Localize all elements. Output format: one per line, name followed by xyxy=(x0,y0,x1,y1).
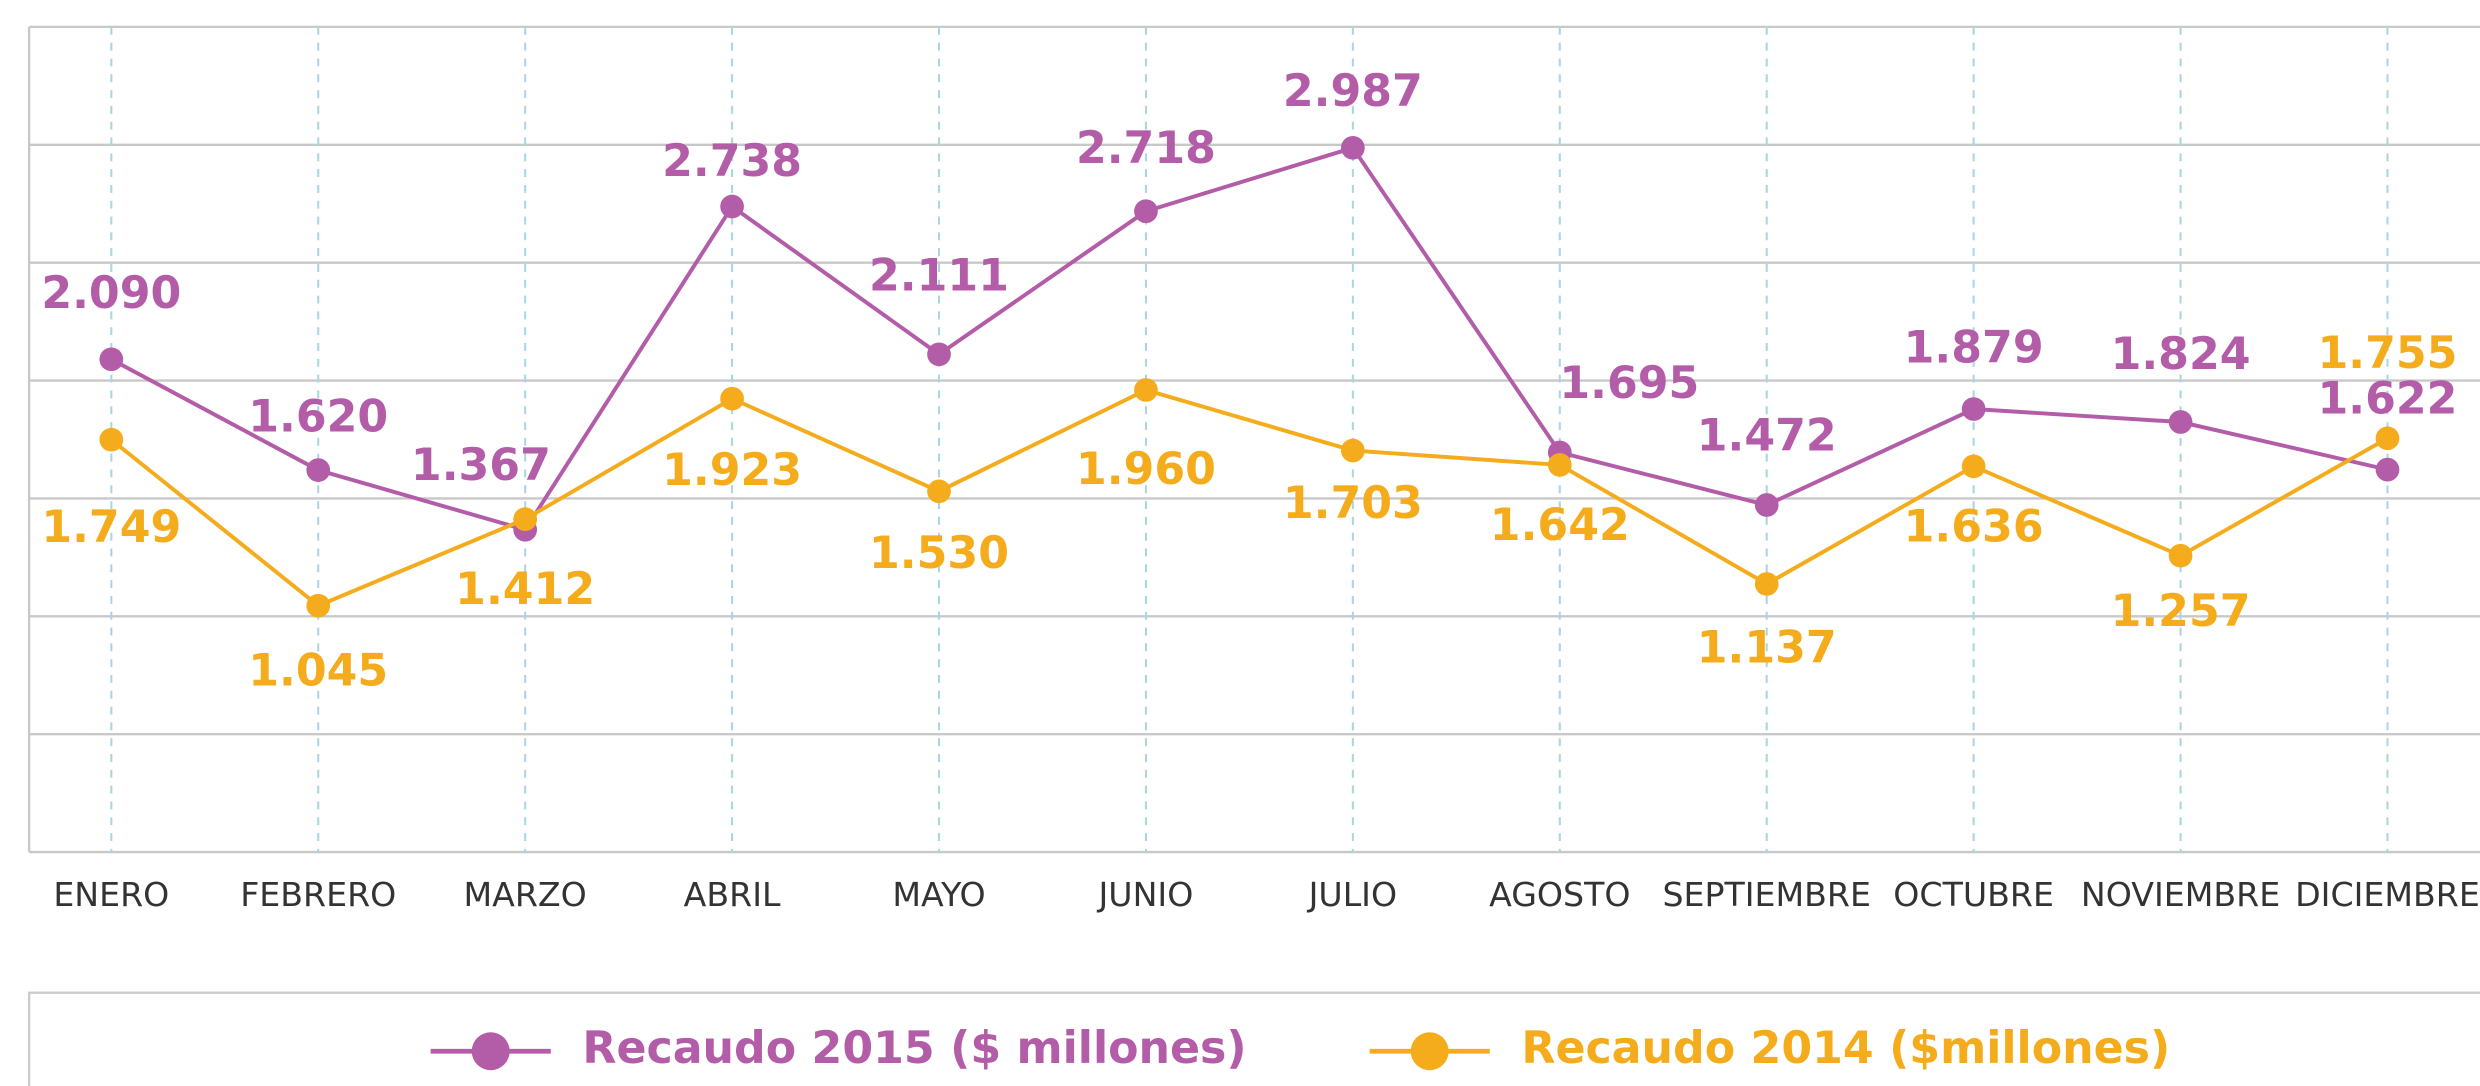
data-point xyxy=(1961,454,1986,479)
x-tick-label: NOVIEMBRE xyxy=(2081,875,2280,914)
data-point xyxy=(720,386,744,411)
data-label: 1.257 xyxy=(2111,586,2251,637)
x-tick-label: JUNIO xyxy=(1097,875,1194,914)
data-point xyxy=(2375,426,2400,451)
data-point xyxy=(720,194,744,219)
data-point xyxy=(2375,457,2400,482)
x-tick-label: DICIEMBRE xyxy=(2295,875,2480,914)
data-label: 1.755 xyxy=(2318,328,2458,379)
data-point xyxy=(1341,135,1365,160)
data-point xyxy=(927,342,951,367)
data-point xyxy=(2168,543,2193,568)
data-label: 1.749 xyxy=(41,502,181,553)
data-label: 1.472 xyxy=(1697,411,1837,462)
x-tick-label: OCTUBRE xyxy=(1893,875,2054,914)
data-point xyxy=(99,427,124,452)
x-tick-label: FEBRERO xyxy=(240,875,396,914)
data-point xyxy=(99,347,124,372)
data-label: 1.923 xyxy=(662,445,802,496)
data-label: 1.045 xyxy=(248,646,388,697)
data-label: 1.137 xyxy=(1697,622,1837,673)
data-point xyxy=(1754,493,1779,517)
x-tick-label: AGOSTO xyxy=(1489,875,1630,914)
series-line xyxy=(110,145,2388,533)
data-label: 2.738 xyxy=(662,136,802,187)
data-point xyxy=(1134,378,1158,402)
data-label: 1.412 xyxy=(455,564,595,615)
x-tick-label: ENERO xyxy=(53,875,169,914)
data-point xyxy=(1134,199,1158,224)
data-label: 1.620 xyxy=(248,392,388,443)
data-label: 2.987 xyxy=(1283,66,1423,117)
series-line xyxy=(110,387,2389,608)
data-point xyxy=(1341,438,1365,463)
data-point xyxy=(2168,410,2193,434)
data-point xyxy=(306,458,331,482)
data-point xyxy=(1547,453,1572,477)
x-tick-label: JULIO xyxy=(1307,875,1397,914)
data-label: 1.960 xyxy=(1076,444,1216,495)
data-label: 1.824 xyxy=(2111,329,2251,380)
data-label: 2.090 xyxy=(41,268,181,319)
legend-marker xyxy=(471,1032,510,1071)
legend-marker xyxy=(1410,1032,1449,1071)
x-tick-label: ABRIL xyxy=(684,875,781,914)
data-label: 2.718 xyxy=(1076,123,1216,174)
data-label: 1.879 xyxy=(1904,323,2044,374)
data-label: 1.636 xyxy=(1904,502,2044,553)
data-label: 2.111 xyxy=(869,250,1009,301)
x-tick-label: SEPTIEMBRE xyxy=(1662,875,1871,914)
data-label: 1.642 xyxy=(1490,500,1630,551)
data-point xyxy=(513,507,538,532)
data-label: 1.695 xyxy=(1559,358,1699,409)
x-tick-label: MARZO xyxy=(464,875,587,914)
data-point xyxy=(1754,572,1779,596)
data-point xyxy=(927,479,951,504)
data-label: 1.367 xyxy=(411,440,551,491)
legend-box xyxy=(27,991,2480,1086)
x-tick-label: MAYO xyxy=(892,875,985,914)
legend-label: Recaudo 2014 ($millones) xyxy=(1521,1023,2170,1074)
data-label: 1.530 xyxy=(869,528,1009,579)
data-label: 1.703 xyxy=(1283,478,1423,529)
legend-label: Recaudo 2015 ($ millones) xyxy=(582,1023,1246,1074)
data-label: 1.622 xyxy=(2318,374,2458,425)
data-point xyxy=(1961,397,1986,421)
data-point xyxy=(306,593,331,618)
